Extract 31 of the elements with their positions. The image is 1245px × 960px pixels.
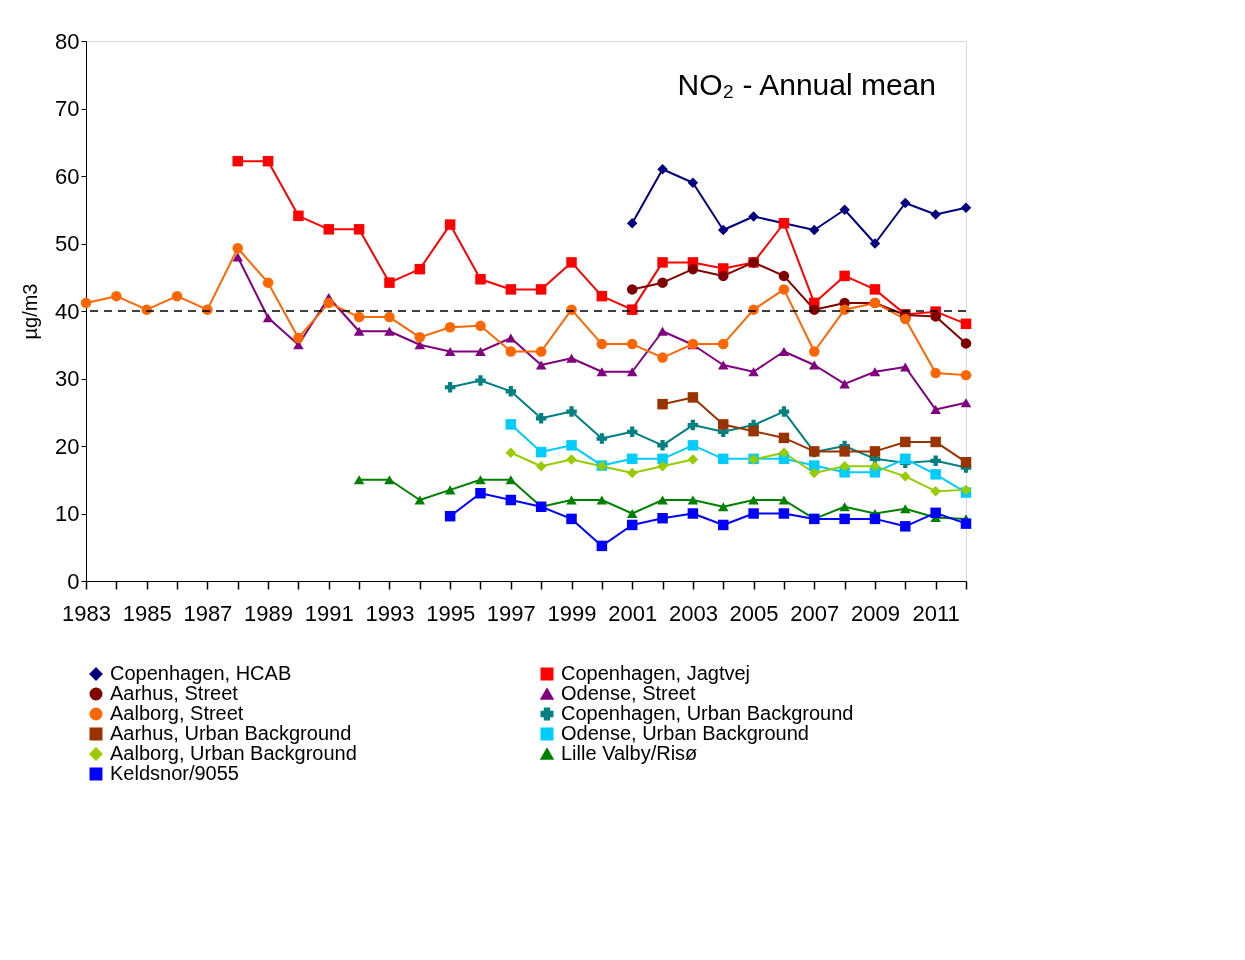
x-tick-label: 2011	[912, 600, 960, 626]
y-tick-label: 50	[55, 231, 80, 256]
y-tick-label: 10	[55, 501, 80, 526]
x-tick-label: 1999	[547, 600, 597, 626]
y-tick-label: 60	[55, 163, 80, 189]
x-tick-label: 2005	[729, 600, 779, 626]
x-tick-label: 1987	[183, 600, 233, 626]
legend-label: Lille Valby/Risø	[561, 742, 698, 764]
x-tick-label: 2007	[790, 600, 840, 626]
legend-label: Copenhagen, Jagtvej	[561, 662, 751, 684]
x-tick-label: 2003	[668, 600, 718, 626]
x-tick-label: 1985	[122, 600, 172, 626]
y-tick-label: 0	[67, 568, 80, 594]
x-tick-label: 1983	[62, 600, 111, 626]
y-tick-label: 70	[55, 96, 80, 121]
x-tick-label: 1997	[486, 600, 536, 626]
legend-label: Aalborg, Street	[110, 702, 244, 724]
x-tick-label: 1991	[304, 600, 354, 626]
legend-label: Copenhagen, HCAB	[110, 662, 292, 684]
x-tick-label: 1989	[244, 600, 294, 626]
x-tick-label: 2009	[850, 600, 900, 626]
legend-label: Copenhagen, Urban Background	[561, 702, 854, 724]
text: NO₂ - Annual mean	[677, 68, 936, 101]
x-tick-label: 1995	[426, 600, 476, 626]
y-tick-label: 80	[55, 28, 80, 54]
x-tick-label: 1993	[365, 600, 415, 626]
y-tick-label: 40	[55, 298, 80, 324]
y-tick-label: 30	[55, 366, 80, 391]
y-axis-title: µg/m3	[19, 283, 42, 340]
y-tick-label: 20	[55, 433, 80, 459]
x-tick-label: 2001	[608, 600, 658, 626]
